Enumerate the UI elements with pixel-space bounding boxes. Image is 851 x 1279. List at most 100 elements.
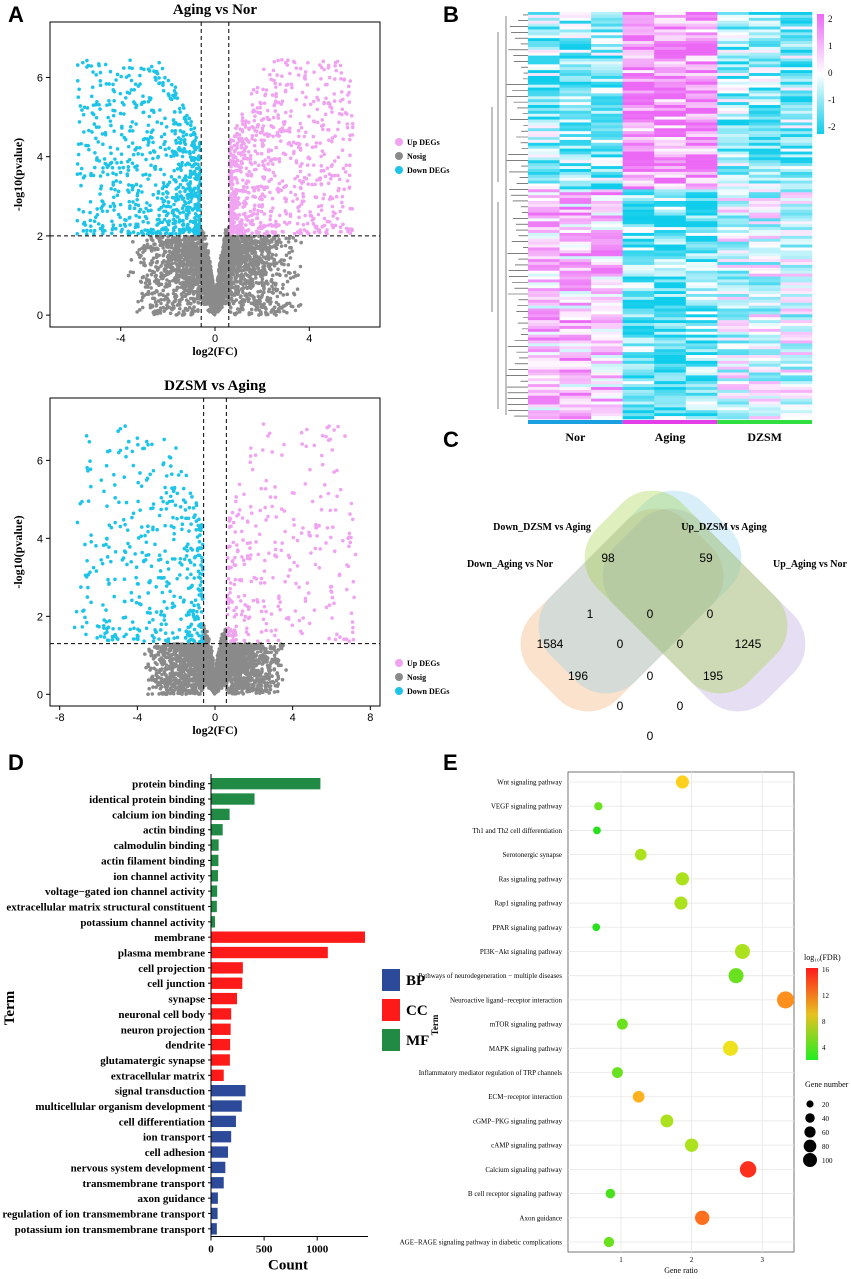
point-up: [347, 185, 352, 190]
point-nosig: [229, 296, 234, 301]
point-nosig: [281, 293, 286, 297]
point-up: [330, 110, 334, 114]
point-down: [121, 165, 126, 170]
point-up: [293, 193, 298, 197]
point-nosig: [287, 250, 291, 255]
point-up: [237, 201, 242, 206]
point-down: [135, 191, 140, 196]
point-nosig: [230, 236, 235, 241]
legend-marker: [395, 166, 403, 174]
point-nosig: [149, 286, 153, 290]
point-nosig: [272, 305, 277, 309]
point-down: [100, 224, 105, 228]
point-up: [244, 181, 248, 186]
point-nosig: [244, 266, 249, 271]
point-down: [155, 196, 160, 200]
point-nosig: [140, 305, 145, 310]
point-down: [107, 102, 112, 107]
point-nosig: [195, 235, 199, 240]
point-down: [80, 108, 84, 112]
point-down: [184, 213, 189, 218]
point-nosig: [259, 305, 264, 309]
point-up: [255, 184, 260, 189]
point-up: [310, 145, 315, 149]
point-nosig: [200, 300, 205, 305]
point-up: [289, 109, 293, 113]
point-nosig: [228, 305, 233, 310]
y-tick-label: 6: [37, 72, 43, 84]
point-nosig: [259, 252, 264, 257]
point-down: [120, 100, 125, 105]
point-down: [135, 197, 139, 202]
point-nosig: [164, 281, 169, 286]
point-down: [108, 145, 113, 150]
point-up: [261, 185, 265, 190]
point-down: [178, 194, 182, 199]
point-up: [332, 92, 337, 96]
point-down: [90, 111, 95, 115]
point-up: [303, 73, 307, 78]
point-nosig: [169, 257, 174, 261]
point-up: [288, 156, 293, 161]
point-nosig: [279, 244, 284, 248]
point-down: [147, 114, 152, 119]
point-down: [104, 82, 109, 86]
point-up: [321, 196, 326, 201]
point-nosig: [174, 241, 178, 246]
point-up: [311, 163, 316, 167]
point-up: [265, 108, 270, 113]
point-nosig: [210, 310, 215, 315]
point-nosig: [268, 296, 273, 301]
point-down: [158, 167, 163, 172]
point-up: [335, 216, 340, 221]
point-nosig: [149, 259, 154, 263]
point-up: [305, 229, 309, 234]
point-nosig: [155, 259, 160, 264]
point-nosig: [129, 258, 134, 262]
point-down: [189, 187, 194, 192]
point-down: [187, 200, 191, 205]
point-down: [98, 192, 102, 196]
point-up: [266, 155, 271, 160]
point-nosig: [232, 250, 236, 255]
point-down: [92, 219, 97, 224]
point-up: [337, 120, 341, 125]
point-down: [164, 204, 169, 209]
point-nosig: [146, 678, 151, 682]
point-nosig: [139, 260, 143, 265]
point-nosig: [205, 292, 210, 296]
point-nosig: [236, 269, 241, 274]
point-up: [316, 212, 321, 217]
point-down: [177, 218, 182, 222]
point-nosig: [177, 311, 181, 315]
point-down: [111, 195, 116, 200]
point-up: [251, 212, 256, 216]
point-nosig: [140, 295, 145, 300]
point-down: [162, 226, 166, 231]
point-nosig: [169, 268, 173, 273]
point-down: [194, 172, 198, 177]
point-down: [77, 207, 81, 212]
point-up: [307, 114, 311, 119]
point-down: [179, 168, 183, 173]
point-up: [295, 174, 300, 179]
data-points: [75, 58, 355, 317]
point-up: [341, 137, 346, 141]
point-up: [301, 192, 305, 196]
point-nosig: [261, 255, 266, 259]
point-nosig: [170, 261, 174, 266]
point-nosig: [248, 259, 252, 264]
point-up: [241, 226, 245, 231]
point-up: [299, 126, 304, 130]
point-up: [243, 189, 248, 194]
point-up: [271, 115, 276, 120]
point-nosig: [196, 296, 201, 301]
point-down: [193, 223, 198, 227]
point-nosig: [205, 294, 209, 299]
point-down: [94, 136, 98, 141]
point-down: [110, 165, 115, 170]
point-down: [186, 192, 191, 197]
point-nosig: [281, 282, 285, 287]
point-down: [146, 143, 150, 147]
point-down: [114, 172, 118, 177]
